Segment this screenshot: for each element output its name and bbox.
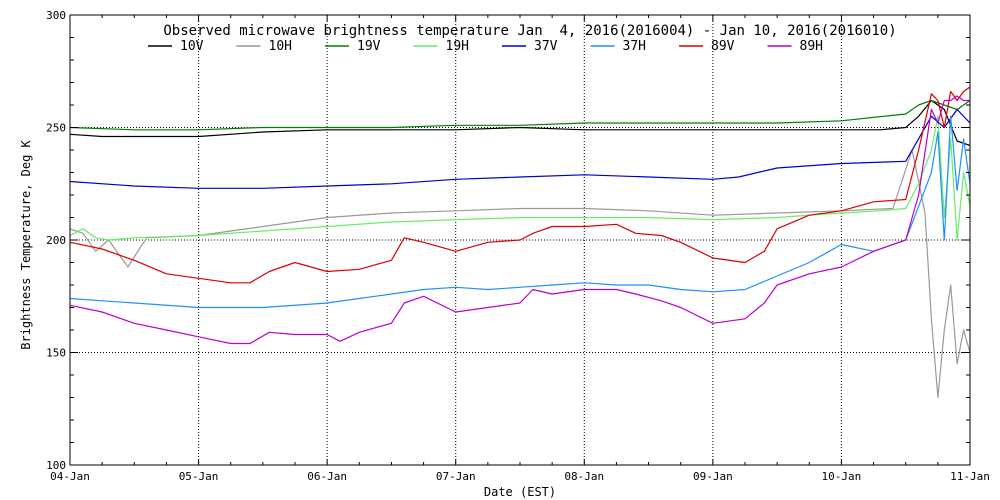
y-tick-label: 250 [46,122,66,135]
axis-ticks: 04-Jan 05-Jan 06-Jan 07-Jan 08-Jan 09-Jan 10-J… [46,9,990,483]
series-line-10h [69,149,971,399]
series-line-37h [69,115,971,309]
legend-label-89h: 89H [800,39,823,54]
series-line-19h [69,115,971,241]
legend: 10V 10H 19V 19H 37V 37H 89V 89H [148,39,823,54]
x-tick-label: 11-Jan [950,470,990,483]
legend-label-10h: 10H [269,39,292,54]
legend-label-19h: 19H [446,39,469,54]
x-tick-label: 08-Jan [564,470,604,483]
x-tick-label: 10-Jan [822,470,862,483]
y-tick-label: 150 [46,347,66,360]
series-line-89v [69,86,971,284]
y-tick-label: 100 [46,459,66,472]
x-tick-label: 05-Jan [179,470,219,483]
y-tick-label: 300 [46,9,66,22]
x-tick-label: 04-Jan [50,470,90,483]
legend-label-37v: 37V [534,39,558,54]
legend-label-19v: 19V [357,39,381,54]
chart-title: Observed microwave brightness temperatur… [163,23,896,39]
y-tick-label: 200 [46,234,66,247]
series-line-89h [69,95,970,345]
x-tick-label: 07-Jan [436,470,476,483]
x-tick-label: 06-Jan [307,470,347,483]
y-axis-label: Brightness Temperature, Deg K [19,139,33,349]
legend-label-89v: 89V [711,39,735,54]
series-line-10v [69,99,971,147]
series-line-19v [69,99,971,131]
legend-label-10v: 10V [180,39,204,54]
data-series [69,86,971,399]
x-axis-label: Date (EST) [484,485,556,499]
legend-label-37h: 37H [623,39,646,54]
x-tick-label: 09-Jan [693,470,733,483]
